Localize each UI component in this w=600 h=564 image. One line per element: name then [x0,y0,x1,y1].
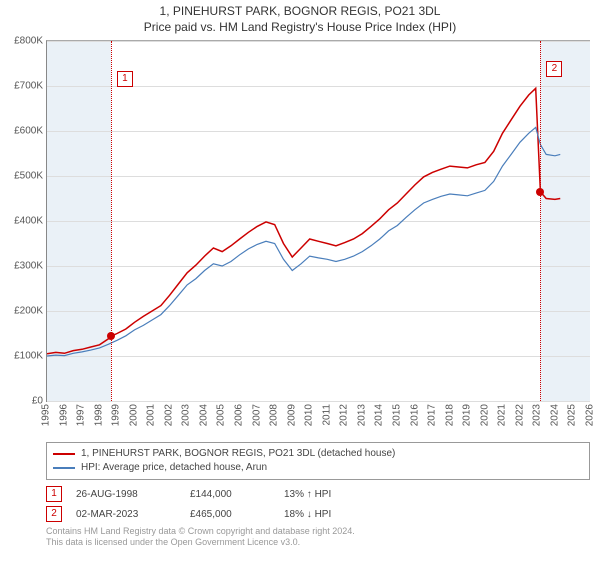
x-tick-label: 2019 [462,404,473,426]
x-tick-label: 2014 [374,404,385,426]
y-tick-label: £600K [3,126,43,137]
x-tick-label: 2008 [269,404,280,426]
y-tick-label: £400K [3,216,43,227]
x-tick-label: 2005 [216,404,227,426]
marker-delta: 13% ↑ HPI [284,489,364,500]
x-tick-label: 2007 [251,404,262,426]
marker-row: 2 02-MAR-2023 £465,000 18% ↓ HPI [46,506,590,522]
y-tick-label: £0 [3,396,43,407]
x-tick-label: 2000 [128,404,139,426]
series-price [47,88,560,354]
plot-area: £0£100K£200K£300K£400K£500K£600K£700K£80… [46,40,590,402]
x-tick-label: 2011 [321,404,332,426]
x-tick-label: 2009 [286,404,297,426]
x-tick-label: 1999 [111,404,122,426]
legend-box: 1, PINEHURST PARK, BOGNOR REGIS, PO21 3D… [46,442,590,480]
x-tick-label: 2015 [391,404,402,426]
marker-label-box: 1 [117,71,133,87]
legend-label: HPI: Average price, detached house, Arun [81,461,267,475]
x-tick-label: 2013 [356,404,367,426]
x-tick-label: 2017 [427,404,438,426]
marker-date: 02-MAR-2023 [76,509,176,520]
marker-price: £465,000 [190,509,270,520]
x-tick-label: 2010 [304,404,315,426]
legend-item: 1, PINEHURST PARK, BOGNOR REGIS, PO21 3D… [53,447,583,461]
series-hpi [47,127,560,356]
x-tick-label: 2016 [409,404,420,426]
y-tick-label: £800K [3,36,43,47]
marker-price: £144,000 [190,489,270,500]
x-tick-label: 2023 [532,404,543,426]
x-tick-label: 1997 [76,404,87,426]
line-layer [47,41,590,401]
marker-delta: 18% ↓ HPI [284,509,364,520]
legend-label: 1, PINEHURST PARK, BOGNOR REGIS, PO21 3D… [81,447,395,461]
x-tick-label: 1995 [41,404,52,426]
x-tick-label: 2002 [163,404,174,426]
marker-vline [111,41,112,401]
chart-subtitle: Price paid vs. HM Land Registry's House … [0,20,600,34]
marker-dot [536,188,544,196]
x-tick-label: 1996 [58,404,69,426]
marker-number-box: 1 [46,486,62,502]
attribution-text: Contains HM Land Registry data © Crown c… [46,526,590,549]
x-tick-label: 2025 [567,404,578,426]
x-tick-label: 2004 [198,404,209,426]
marker-date: 26-AUG-1998 [76,489,176,500]
marker-vline [540,41,541,401]
marker-label-box: 2 [546,61,562,77]
x-tick-label: 2021 [497,404,508,426]
legend-swatch [53,453,75,455]
x-tick-label: 2006 [234,404,245,426]
x-tick-label: 2026 [585,404,596,426]
y-tick-label: £500K [3,171,43,182]
x-axis: 1995199619971998199920002001200220032004… [46,404,590,440]
x-tick-label: 2022 [514,404,525,426]
legend-item: HPI: Average price, detached house, Arun [53,461,583,475]
y-tick-label: £100K [3,351,43,362]
x-tick-label: 2024 [549,404,560,426]
marker-row: 1 26-AUG-1998 £144,000 13% ↑ HPI [46,486,590,502]
x-tick-label: 1998 [93,404,104,426]
marker-number-box: 2 [46,506,62,522]
y-tick-label: £700K [3,81,43,92]
x-tick-label: 2020 [479,404,490,426]
chart-container: 1, PINEHURST PARK, BOGNOR REGIS, PO21 3D… [0,4,600,564]
marker-table: 1 26-AUG-1998 £144,000 13% ↑ HPI 2 02-MA… [46,486,590,522]
legend-swatch [53,467,75,469]
chart-title: 1, PINEHURST PARK, BOGNOR REGIS, PO21 3D… [0,4,600,18]
y-tick-label: £200K [3,306,43,317]
x-tick-label: 2003 [181,404,192,426]
y-tick-label: £300K [3,261,43,272]
x-tick-label: 2001 [146,404,157,426]
attribution-line: This data is licensed under the Open Gov… [46,537,590,548]
x-tick-label: 2018 [444,404,455,426]
x-tick-label: 2012 [339,404,350,426]
marker-dot [107,332,115,340]
attribution-line: Contains HM Land Registry data © Crown c… [46,526,590,537]
